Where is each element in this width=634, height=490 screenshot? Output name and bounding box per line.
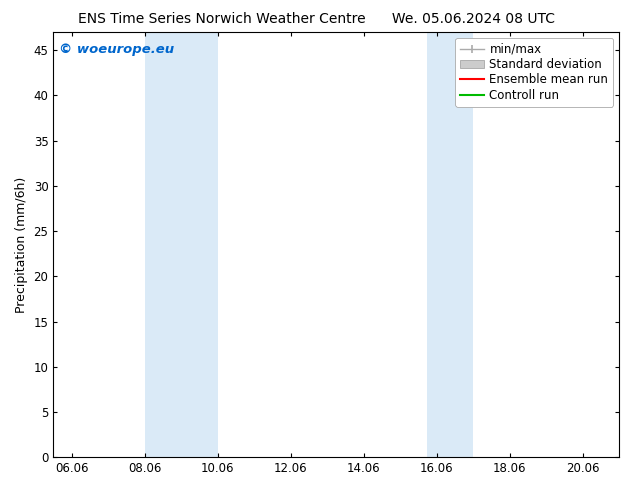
Text: © woeurope.eu: © woeurope.eu: [59, 43, 174, 56]
Text: ENS Time Series Norwich Weather Centre      We. 05.06.2024 08 UTC: ENS Time Series Norwich Weather Centre W…: [79, 12, 555, 26]
Bar: [145, 32, 217, 457]
Legend: min/max, Standard deviation, Ensemble mean run, Controll run: min/max, Standard deviation, Ensemble me…: [455, 38, 613, 107]
Y-axis label: Precipitation (mm/6h): Precipitation (mm/6h): [15, 176, 28, 313]
Bar: [427, 32, 473, 457]
